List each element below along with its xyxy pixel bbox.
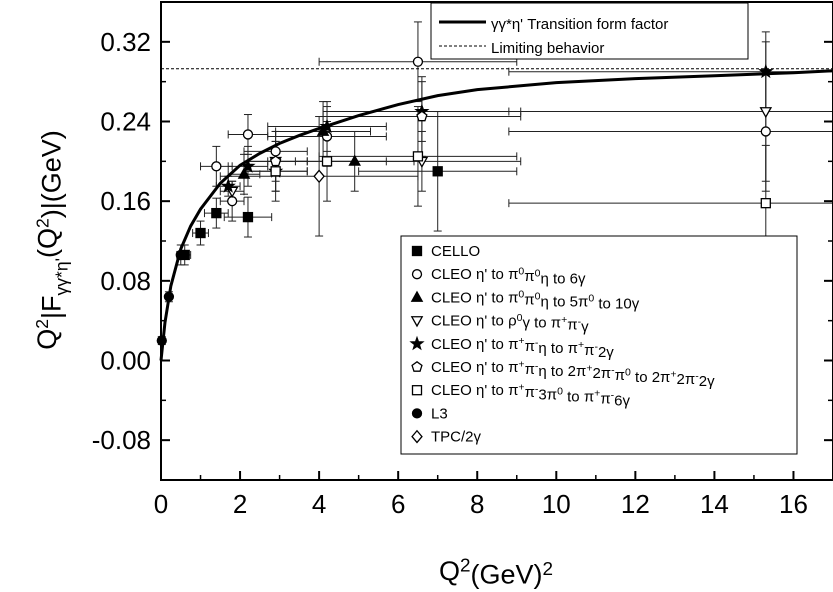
y-tick-label: 0.00	[100, 346, 151, 376]
x-tick-label: 6	[391, 489, 405, 519]
axis-titles: Q2(GeV)2 Q2|Fγγ*η'(Q2)|(GeV)	[32, 130, 553, 589]
legend-marker	[411, 269, 423, 280]
x-axis-title: Q2(GeV)2	[439, 555, 553, 589]
legend-marker-label: CLEO η' to π+π-η to 2π+2π-π0 to 2π+2π-2γ	[431, 358, 715, 390]
data-point	[432, 166, 443, 177]
data-point	[348, 154, 361, 166]
curves	[159, 68, 833, 361]
x-tick-label: 12	[621, 489, 650, 519]
legend-marker	[409, 335, 425, 351]
data-point	[760, 198, 771, 209]
data-point	[760, 126, 771, 137]
legend-marker	[410, 290, 424, 302]
x-tick-label: 4	[312, 489, 326, 519]
data-point	[270, 146, 281, 157]
legend-marker-label: CLEO η' to ρ0γ to π+π-γ	[431, 312, 589, 336]
x-tick-label: 0	[154, 489, 168, 519]
data-point	[758, 63, 774, 79]
legend-marker	[411, 385, 423, 396]
data-point	[313, 169, 325, 184]
legend-lines-box	[430, 2, 749, 60]
data-point	[759, 107, 773, 119]
legend-marker-label: TPC/2γ	[431, 429, 482, 446]
legend-marker	[411, 245, 423, 257]
y-tick-label: -0.08	[92, 425, 151, 455]
data-point	[412, 151, 424, 162]
legend-markers-box	[400, 235, 798, 455]
data-point	[163, 291, 175, 302]
data-point	[211, 207, 222, 219]
data-point	[242, 211, 254, 223]
x-tick-label: 10	[542, 489, 571, 519]
legend-marker	[411, 361, 423, 372]
data-point	[319, 118, 335, 133]
data-point	[269, 155, 282, 167]
legend-marker	[410, 316, 424, 328]
x-tick-label: 2	[233, 489, 247, 519]
x-tick-label: 16	[779, 489, 808, 519]
transition-form-factor-curve	[159, 69, 833, 361]
data-point	[242, 129, 254, 140]
axes: 0 2 4 6 8 10 12 14 16 -0.08 0.00 0.08 0.16 0.24 0.32	[92, 1, 833, 519]
data-point	[321, 156, 333, 167]
legend-line-label: γγ*η' Transition form factor	[491, 16, 668, 33]
y-tick-label: 0.16	[100, 186, 151, 216]
data-point	[211, 161, 222, 172]
y-tick-label: 0.32	[100, 27, 151, 57]
legend-lines: γγ*η' Transition form factor Limiting beh…	[430, 2, 749, 60]
x-tick-label: 8	[470, 489, 484, 519]
data-point	[220, 178, 236, 193]
legend-marker-label: CLEO η' to π0π0η to 6γ	[431, 265, 586, 287]
data-point	[270, 166, 281, 177]
data-point	[227, 196, 238, 207]
legend-marker-label: L3	[431, 405, 448, 422]
data-point	[416, 110, 428, 122]
data-point	[240, 158, 256, 173]
y-tick-label: 0.24	[100, 107, 151, 137]
legend-marker-label: CLEO η' to π+π-η to π+π-2γ	[431, 335, 614, 361]
y-tick-label: 0.08	[100, 266, 151, 296]
legend-marker	[411, 408, 423, 419]
legend-line-label: Limiting behavior	[491, 40, 604, 57]
data-point	[237, 167, 251, 179]
data-point	[412, 56, 424, 67]
data-markers	[156, 56, 774, 346]
y-axis-title: Q2|Fγγ*η'(Q2)|(GeV)	[32, 130, 71, 350]
legend-marker-label: CLEO η' to π0π0η to 5π0 to 10γ	[431, 289, 640, 313]
legend-marker-label: CLEO η' to π+π-3π0 to π+π-6γ	[431, 381, 631, 409]
x-tick-label: 14	[700, 489, 729, 519]
legend-marker-label: CELLO	[431, 243, 480, 260]
data-point	[195, 227, 206, 239]
legend-marker	[411, 429, 423, 444]
data-point	[175, 249, 186, 261]
